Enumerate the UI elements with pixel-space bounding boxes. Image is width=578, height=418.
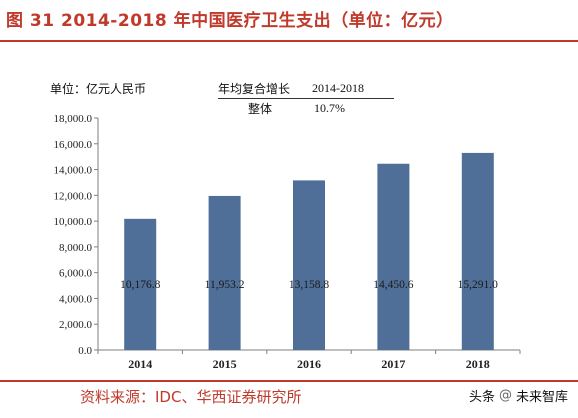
x-tick-label: 2016	[297, 357, 321, 371]
y-tick-label: 12,000.0	[54, 190, 93, 202]
x-tick-label: 2014	[128, 357, 152, 371]
data-label-2018: 15,291.0	[458, 279, 499, 291]
y-tick-label: 0.0	[78, 345, 92, 357]
figure-title: 图 31 2014-2018 年中国医疗卫生支出（单位：亿元）	[6, 11, 454, 31]
x-tick-label: 2018	[466, 357, 490, 371]
y-tick-label: 10,000.0	[54, 216, 93, 228]
source-note: 资料来源：IDC、华西证券研究所	[80, 388, 302, 406]
bar-chart: 0.0 2,000.0 4,000.0 6,000.0 8,000.0 10,000.0 1…	[54, 113, 521, 371]
cagr-row-value: 10.7%	[314, 101, 345, 115]
watermark-separator: @	[498, 388, 512, 403]
bar-2018	[461, 152, 494, 350]
cagr-row-label: 整体	[248, 102, 273, 116]
watermark: 头条 @ 未来智库	[469, 386, 568, 405]
y-axis: 0.0 2,000.0 4,000.0 6,000.0 8,000.0 10,000.0 1…	[54, 113, 99, 357]
source-rule	[0, 380, 578, 382]
watermark-platform: 头条	[468, 390, 495, 405]
y-tick-label: 2,000.0	[59, 319, 93, 331]
bar-2017	[377, 163, 410, 350]
data-label-2017: 14,450.6	[373, 279, 414, 291]
y-tick-label: 18,000.0	[54, 113, 93, 125]
watermark-account: 未来智库	[515, 390, 568, 405]
x-tick-label: 2017	[381, 357, 405, 371]
x-axis: 2014 2015 2016 2017 2018	[97, 349, 521, 371]
bars-group	[124, 152, 494, 350]
y-tick-label: 14,000.0	[54, 165, 93, 177]
cagr-table: 年均复合增长 2014-2018 整体 10.7%	[218, 79, 394, 118]
y-tick-label: 6,000.0	[59, 268, 93, 280]
data-labels-group: 10,176.8 11,953.2 13,158.8 14,450.6 15,291.0	[120, 279, 498, 291]
title-underline	[0, 40, 578, 42]
bar-2016	[293, 180, 325, 350]
y-tick-label: 4,000.0	[59, 293, 93, 305]
y-tick-label: 16,000.0	[54, 139, 93, 151]
cagr-value-row: 整体 10.7%	[218, 99, 394, 118]
data-label-2016: 13,158.8	[289, 279, 330, 291]
bar-2015	[208, 195, 241, 350]
cagr-header-label: 年均复合增长	[218, 82, 291, 96]
data-label-2014: 10,176.8	[120, 279, 161, 291]
cagr-header-row: 年均复合增长 2014-2018	[218, 79, 394, 99]
x-tick-label: 2015	[213, 357, 237, 371]
y-tick-label: 8,000.0	[59, 242, 93, 254]
unit-label: 单位：亿元人民币	[50, 82, 147, 96]
bar-2014	[124, 218, 157, 350]
data-label-2015: 11,953.2	[205, 279, 245, 291]
cagr-header-value: 2014-2018	[312, 81, 364, 95]
